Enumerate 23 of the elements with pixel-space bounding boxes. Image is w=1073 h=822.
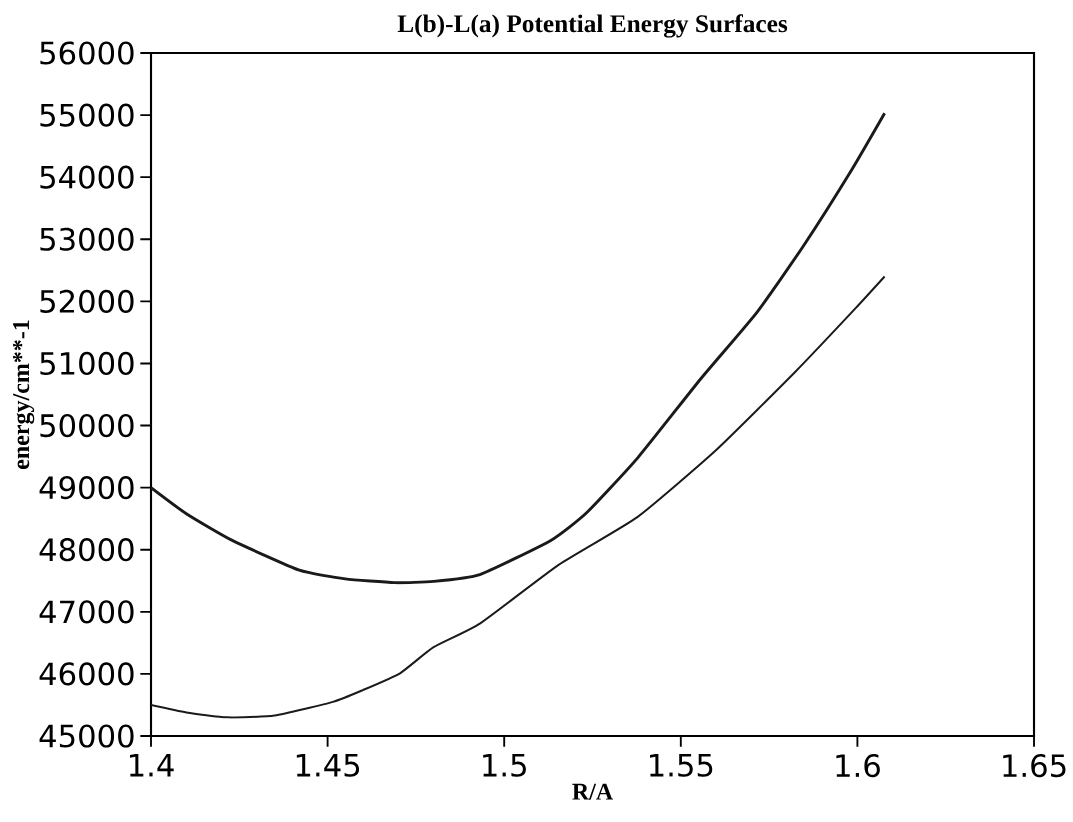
line-series	[151, 275, 886, 719]
x-tick-label: 1.4	[129, 754, 174, 777]
chart-title: L(b)-L(a) Potential Energy Surfaces	[397, 14, 788, 38]
y-tick-label: 55000	[40, 103, 134, 127]
x-tick-label: 1.65	[1003, 754, 1066, 778]
x-tick-label: 1.5	[483, 754, 526, 777]
y-tick-label: 45000	[39, 724, 134, 748]
y-tick-label: 53000	[40, 227, 134, 251]
y-tick-label: 54000	[40, 165, 134, 189]
y-tick-label: 46000	[39, 662, 134, 686]
y-tick-label: 51000	[40, 351, 134, 376]
x-axis-title: R/A	[572, 783, 614, 800]
y-tick-label: 49000	[39, 476, 134, 500]
y-tick-label: 52000	[40, 289, 134, 313]
y-tick-label: 47000	[39, 600, 134, 624]
x-tick-label: 1.55	[650, 754, 713, 777]
y-tick-label: 50000	[40, 413, 134, 438]
y-tick-label: 48000	[39, 538, 134, 562]
y-axis-title: energy/cm**-1	[13, 320, 35, 469]
line-series	[151, 111, 887, 585]
x-tick-label: 1.45	[296, 754, 360, 777]
y-tick-label: 56000	[40, 41, 134, 65]
x-tick-label: 1.6	[836, 754, 880, 778]
